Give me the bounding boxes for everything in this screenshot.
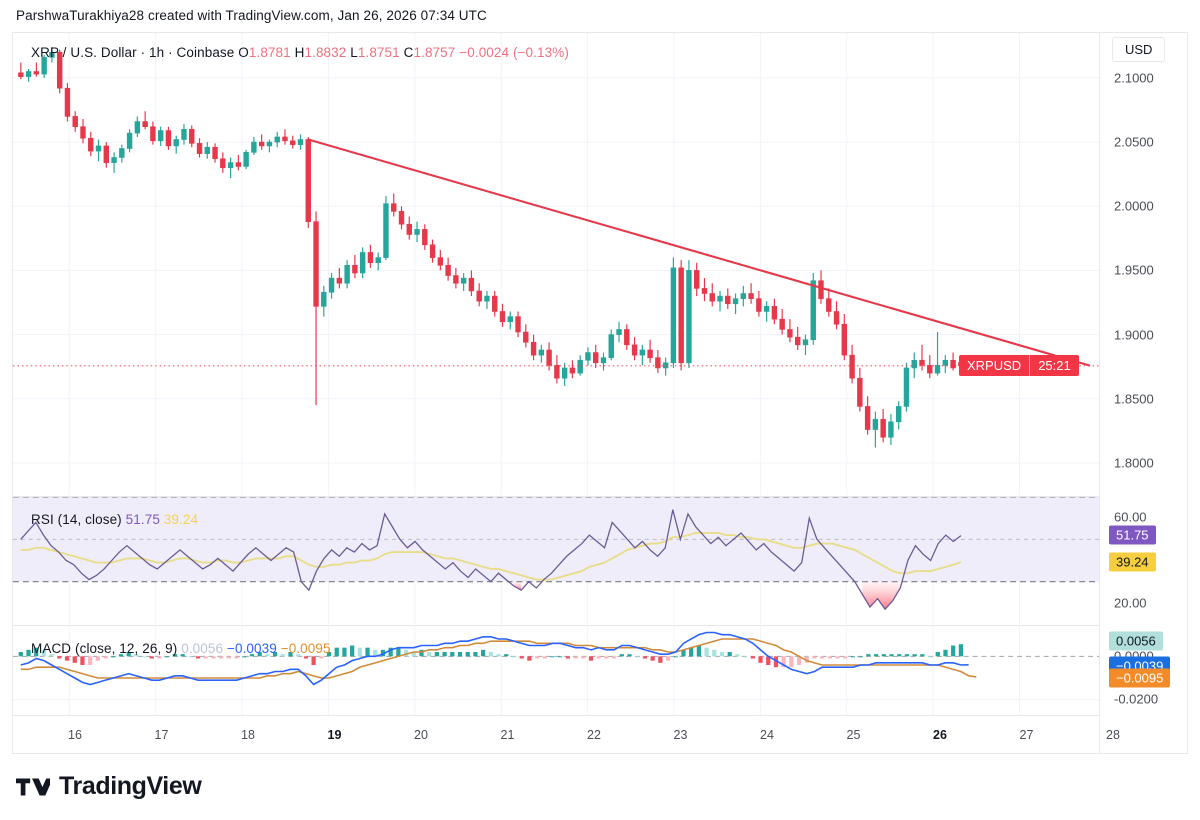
time-tick-27: 27 [1019, 728, 1034, 742]
time-tick-24: 24 [760, 728, 774, 742]
high-value: 1.8832 [304, 45, 347, 60]
rsi-ma-badge: 39.24 [1109, 552, 1156, 572]
tradingview-mark-icon [16, 778, 50, 795]
price-tick-1.9000: 1.9000 [1114, 327, 1154, 343]
time-tick-17: 17 [154, 728, 169, 742]
macd-hist-value: 0.0056 [181, 641, 224, 656]
time-tick-16: 16 [68, 728, 82, 742]
macd-title: MACD (close, 12, 26, 9) [31, 641, 178, 656]
open-label: O [238, 45, 249, 60]
symbol-label: XRP / U.S. Dollar · 1h · Coinbase [31, 45, 235, 60]
time-tick-18: 18 [241, 728, 255, 742]
macd-legend[interactable]: MACD (close, 12, 26, 9) 0.0056 −0.0039 −… [31, 641, 331, 656]
time-tick-26: 26 [933, 728, 947, 742]
high-label: H [294, 45, 305, 60]
close-label: C [403, 45, 414, 60]
macd-pane[interactable] [13, 625, 1099, 717]
time-scale[interactable]: 16 17 18 19 20 21 22 23 24 25 26 27 28 [13, 715, 1120, 753]
macd-line-value: −0.0039 [226, 641, 277, 656]
rsi-value: 51.75 [125, 512, 160, 527]
price-tick-2.1000: 2.1000 [1114, 70, 1154, 86]
open-value: 1.8781 [248, 45, 291, 60]
price-tick-1.9500: 1.9500 [1114, 262, 1154, 278]
macd-tick-neg: -0.0200 [1114, 691, 1159, 707]
last-price-flag[interactable]: XRPUSD 25:21 [959, 354, 1079, 376]
low-value: 1.8751 [357, 45, 400, 60]
rsi-ma-value: 39.24 [163, 512, 199, 527]
attribution-text: ParshwaTurakhiya28 created with TradingV… [16, 8, 487, 23]
time-tick-21: 21 [500, 728, 515, 742]
tradingview-logo: TradingView [16, 772, 202, 801]
price-tick-1.8000: 1.8000 [1114, 455, 1154, 471]
price-pane[interactable] [13, 33, 1099, 495]
price-tick-2.0500: 2.0500 [1114, 134, 1154, 150]
rsi-legend[interactable]: RSI (14, close) 51.75 39.24 [31, 512, 198, 527]
price-tick-2.0000: 2.0000 [1114, 198, 1154, 214]
time-tick-23: 23 [673, 728, 688, 742]
time-tick-25: 25 [846, 728, 861, 742]
macd-hist-badge: 0.0056 [1109, 631, 1163, 651]
chart-container[interactable]: XRP / U.S. Dollar · 1h · Coinbase O1.878… [12, 32, 1188, 754]
time-tick-28: 28 [1106, 728, 1120, 742]
price-tick-1.8500: 1.8500 [1114, 391, 1154, 407]
low-label: L [350, 45, 358, 60]
rsi-tick-20: 20.00 [1114, 595, 1147, 611]
time-tick-19: 19 [327, 728, 342, 742]
tradingview-wordmark: TradingView [59, 772, 202, 800]
change-value: −0.0024 (−0.13%) [459, 45, 569, 60]
close-value: 1.8757 [413, 45, 456, 60]
rsi-title: RSI (14, close) [31, 512, 122, 527]
price-legend[interactable]: XRP / U.S. Dollar · 1h · Coinbase O1.878… [31, 45, 569, 60]
time-tick-22: 22 [587, 728, 601, 742]
rsi-value-badge: 51.75 [1109, 525, 1156, 545]
currency-label[interactable]: USD [1112, 37, 1166, 62]
macd-signal-value: −0.0095 [280, 641, 331, 656]
time-tick-20: 20 [414, 728, 428, 742]
rsi-pane[interactable] [13, 496, 1099, 624]
price-scale[interactable]: USD 2.1000 2.0500 2.0000 1.9500 1.9000 1.8500… [1099, 33, 1187, 753]
macd-signal-badge: −0.0095 [1109, 668, 1171, 688]
price-flag-countdown: 25:21 [1029, 354, 1079, 376]
price-flag-symbol: XRPUSD [959, 354, 1030, 376]
rsi-tick-60: 60.00 [1114, 509, 1147, 525]
